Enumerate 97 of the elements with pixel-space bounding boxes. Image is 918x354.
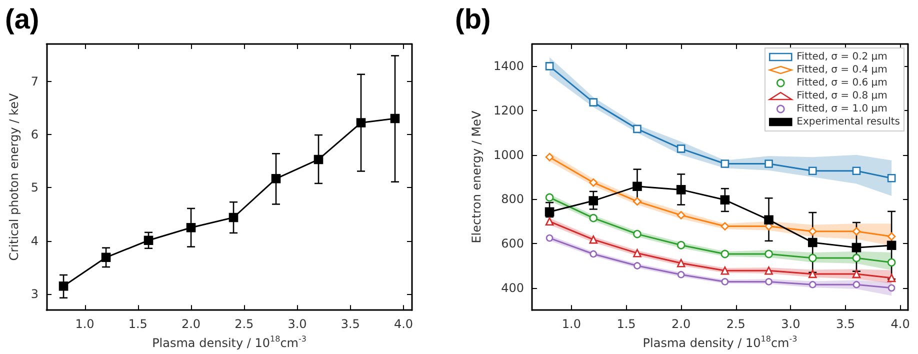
point	[808, 227, 817, 236]
point	[808, 280, 816, 288]
point	[545, 193, 554, 202]
x-tick-label: 3.0	[288, 317, 307, 332]
point	[633, 124, 642, 134]
y-tick-label: 1200	[493, 104, 524, 118]
point	[546, 234, 554, 242]
y-tick-label: 800	[501, 192, 524, 206]
point	[633, 197, 642, 206]
point	[852, 227, 861, 236]
point	[887, 174, 896, 182]
point	[887, 258, 896, 267]
point	[720, 160, 730, 168]
y-tick-label: 400	[501, 280, 524, 295]
point	[545, 217, 554, 226]
point	[228, 212, 238, 222]
x-tick-label: 1.0	[562, 317, 582, 332]
point	[808, 166, 817, 175]
point	[720, 250, 730, 258]
point	[544, 207, 554, 217]
point	[676, 185, 686, 194]
point	[764, 250, 773, 258]
point	[721, 278, 729, 286]
point	[852, 270, 861, 278]
y-tick-label: 6	[30, 127, 39, 142]
x-tick-label: 2.0	[181, 317, 201, 332]
point	[764, 266, 773, 275]
point	[764, 160, 773, 168]
point	[101, 252, 111, 262]
point	[852, 242, 862, 252]
y-tick-label: 7	[30, 74, 39, 88]
point	[633, 230, 642, 238]
x-tick-label: 1.5	[616, 317, 636, 332]
point	[720, 222, 730, 230]
point	[676, 211, 686, 220]
point	[888, 284, 896, 292]
y-tick-label: 1000	[493, 148, 524, 162]
point	[677, 270, 685, 278]
legend-label: Fitted, σ = 0.6 μm	[796, 78, 888, 88]
point	[356, 118, 366, 128]
point	[144, 236, 154, 246]
point	[271, 174, 281, 184]
point	[720, 266, 730, 275]
y-tick-label: 5	[30, 180, 39, 195]
point	[886, 240, 896, 250]
y-axis-title: Critical photon energy / keV	[7, 92, 21, 261]
point	[588, 196, 598, 206]
x-tick-label: 1.0	[75, 317, 94, 332]
legend-label: Experimental results	[796, 116, 900, 128]
legend-label: Fitted, σ = 0.8 μm	[796, 90, 888, 102]
legend-label: Fitted, σ = 0.2 μm	[796, 52, 888, 62]
y-tick-label: 1400	[493, 59, 524, 74]
point	[634, 262, 641, 270]
point	[589, 98, 598, 106]
point	[852, 254, 861, 262]
point	[808, 270, 817, 278]
x-tick-label: 4.0	[394, 317, 414, 332]
point	[589, 214, 598, 222]
point	[186, 222, 196, 232]
point	[58, 282, 68, 291]
legend-label: Fitted, σ = 1.0 μm	[796, 104, 888, 114]
point	[633, 248, 642, 258]
point	[314, 154, 324, 164]
x-tick-label: 3.5	[340, 317, 360, 332]
chart-title: (a)	[5, 4, 40, 34]
y-axis-title: Electron energy / MeV	[470, 110, 484, 244]
point	[676, 144, 686, 153]
y-tick-label: 600	[501, 236, 524, 251]
x-tick-label: 2.0	[672, 317, 691, 332]
x-tick-label: 2.5	[234, 317, 254, 332]
point	[765, 278, 772, 286]
x-tick-label: 2.5	[726, 317, 746, 332]
x-tick-label: 4.0	[890, 317, 910, 332]
point	[887, 232, 896, 241]
legend-label: Fitted, σ = 0.4 μm	[796, 64, 888, 76]
point	[852, 166, 861, 175]
point	[887, 274, 896, 282]
point	[589, 235, 598, 244]
x-tick-label: 1.5	[128, 317, 148, 332]
point	[676, 258, 686, 268]
point	[545, 152, 554, 162]
x-tick-label: 3.0	[781, 317, 800, 332]
point	[852, 280, 860, 288]
y-tick-label: 4	[30, 234, 39, 248]
x-tick-label: 3.5	[836, 317, 856, 332]
point	[545, 62, 554, 70]
point	[676, 240, 686, 250]
point	[632, 182, 642, 192]
point	[589, 178, 598, 187]
point	[808, 254, 817, 262]
point	[390, 114, 400, 124]
point	[764, 215, 774, 224]
y-tick-label: 3	[30, 287, 39, 302]
point	[720, 195, 730, 205]
chart-title: (b)	[455, 4, 491, 34]
point	[590, 250, 598, 258]
point	[808, 238, 818, 248]
